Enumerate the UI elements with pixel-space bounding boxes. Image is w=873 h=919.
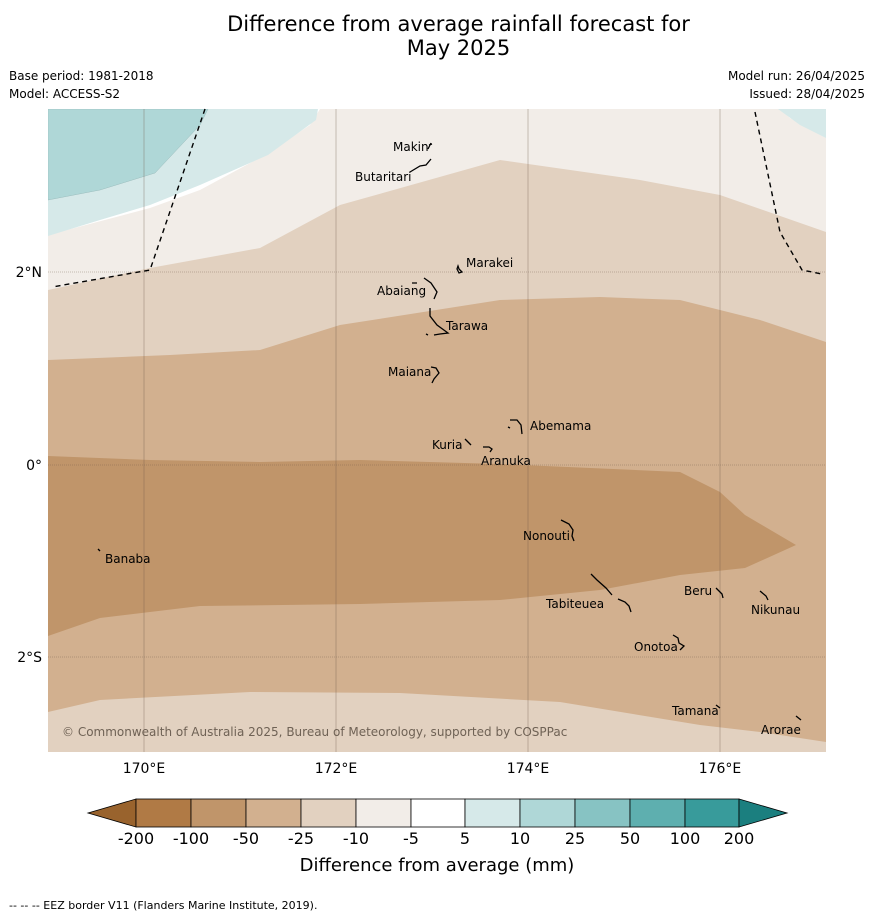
- colorbar-seg-7: [464, 798, 521, 828]
- lat-label-2s: 2°S: [17, 650, 42, 666]
- colorbar-tick-2: -100: [173, 829, 209, 848]
- issued-date: Issued: 28/04/2025: [749, 87, 865, 101]
- nonouti-island: [560, 519, 575, 542]
- band-10-25: [48, 109, 209, 201]
- kuria-island: [464, 438, 472, 446]
- label-onotoa: Onotoa: [634, 640, 678, 654]
- label-tamana: Tamana: [671, 704, 719, 718]
- colorbar-seg-6: [410, 798, 466, 828]
- abaiang-island: [412, 277, 438, 300]
- rainfall-contours: [48, 109, 826, 752]
- colorbar-tick-6: -5: [403, 829, 419, 848]
- band-m25-m10-south: [48, 692, 826, 752]
- colorbar-seg-3: [245, 798, 302, 828]
- island-outlines: [97, 142, 802, 721]
- lon-label-174e: 174°E: [507, 761, 550, 777]
- beru-island: [715, 587, 724, 599]
- marakei-island: [456, 263, 464, 274]
- colorbar-label: Difference from average (mm): [300, 855, 575, 876]
- copyright-notice: © Commonwealth of Australia 2025, Bureau…: [62, 725, 567, 739]
- model-name: Model: ACCESS-S2: [9, 87, 121, 101]
- colorbar-seg-8: [519, 798, 576, 828]
- eez-footnote: -- -- -- EEZ border V11 (Flanders Marine…: [9, 899, 318, 912]
- label-tarawa: Tarawa: [445, 319, 488, 333]
- colorbar-seg-1: [135, 798, 192, 828]
- colorbar-tick-9: 25: [565, 829, 585, 848]
- colorbar-seg-4: [300, 798, 357, 828]
- colorbar-low-arrow: [86, 798, 137, 828]
- colorbar-seg-9: [574, 798, 631, 828]
- title-line-2: May 2025: [406, 36, 511, 60]
- label-kuria: Kuria: [432, 438, 463, 452]
- map-title: Difference from average rainfall forecas…: [0, 12, 873, 60]
- label-nikunau: Nikunau: [751, 603, 800, 617]
- abemama-island: [507, 419, 523, 435]
- colorbar-seg-10: [629, 798, 686, 828]
- label-marakei: Marakei: [466, 256, 513, 270]
- label-nonouti: Nonouti: [523, 529, 570, 543]
- band-5-10-ne: [778, 109, 826, 138]
- model-run-date: Model run: 26/04/2025: [727, 69, 865, 83]
- colorbar-seg-2: [190, 798, 247, 828]
- band-m100-m50: [48, 456, 796, 636]
- lon-label-172e: 172°E: [315, 761, 358, 777]
- aranuka-island: [483, 446, 493, 453]
- tabiteuea-island: [590, 573, 632, 613]
- label-aranuka: Aranuka: [481, 454, 531, 468]
- colorbar-tick-11: 100: [670, 829, 701, 848]
- colorbar-tick-10: 50: [620, 829, 640, 848]
- colorbar-tick-3: -50: [233, 829, 259, 848]
- arorae-island: [795, 715, 802, 721]
- banaba-island: [97, 548, 101, 552]
- label-arorae: Arorae: [761, 723, 801, 737]
- eez-border: [51, 108, 823, 288]
- colorbar-seg-5: [355, 798, 412, 828]
- label-abemama: Abemama: [530, 419, 591, 433]
- title-line-1: Difference from average rainfall forecas…: [227, 12, 690, 36]
- colorbar: [86, 798, 789, 828]
- butaritari-island: [409, 158, 432, 173]
- colorbar-tick-8: 10: [510, 829, 530, 848]
- meta-left: Base period: 1981-2018 Model: ACCESS-S2: [9, 67, 154, 103]
- label-butaritari: Butaritari: [355, 170, 412, 184]
- lat-label-2n: 2°N: [16, 265, 42, 281]
- onotoa-island: [672, 634, 686, 651]
- lon-label-176e: 176°E: [699, 761, 742, 777]
- colorbar-tick-5: -10: [343, 829, 369, 848]
- colorbar-tick-1: -200: [118, 829, 154, 848]
- label-beru: Beru: [684, 584, 712, 598]
- base-period: Base period: 1981-2018: [9, 69, 154, 83]
- lon-label-170e: 170°E: [123, 761, 166, 777]
- colorbar-tick-7: 5: [460, 829, 470, 848]
- tamana-island: [715, 704, 721, 709]
- colorbar-tick-4: -25: [288, 829, 314, 848]
- graticule: [48, 109, 826, 752]
- label-tabiteuea: Tabiteuea: [545, 597, 604, 611]
- maiana-island: [430, 366, 440, 384]
- tarawa-island: [425, 308, 450, 336]
- makin-island: [427, 142, 433, 150]
- label-banaba: Banaba: [105, 552, 151, 566]
- label-makin: Makin: [393, 140, 429, 154]
- colorbar-high-arrow: [738, 798, 789, 828]
- label-abaiang: Abaiang: [377, 284, 426, 298]
- lat-label-0: 0°: [26, 458, 42, 474]
- colorbar-seg-11: [684, 798, 740, 828]
- label-maiana: Maiana: [388, 365, 431, 379]
- nikunau-island: [759, 590, 769, 601]
- meta-right: Model run: 26/04/2025 Issued: 28/04/2025: [728, 67, 865, 103]
- colorbar-tick-12: 200: [724, 829, 755, 848]
